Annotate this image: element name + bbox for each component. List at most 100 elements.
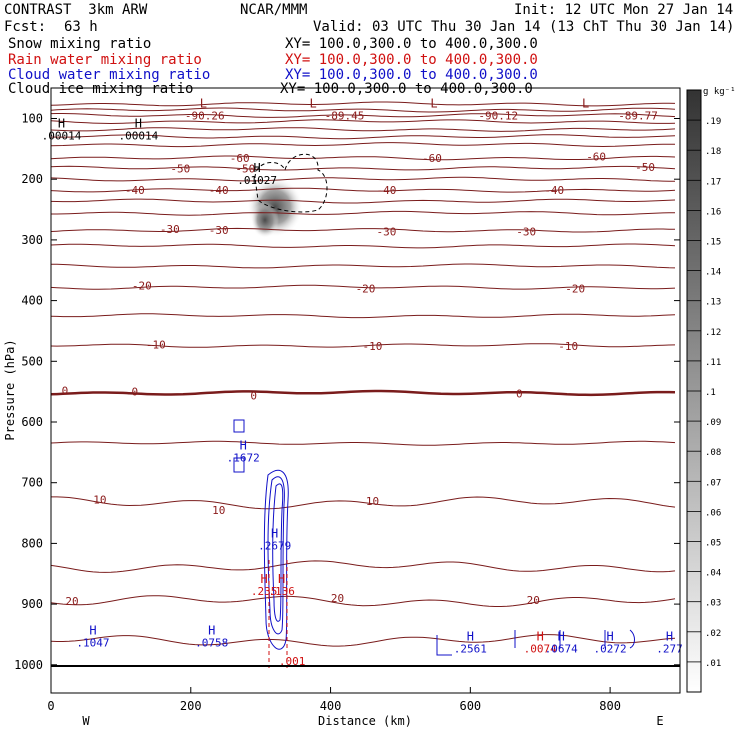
isotherm-label: 20 <box>527 594 540 607</box>
high-marker: H <box>261 572 268 586</box>
isotherm-label: -30 <box>160 223 180 236</box>
x-axis-label: Distance (km) <box>318 714 412 728</box>
field-cloudice-name: Cloud ice mixing ratio <box>8 81 194 97</box>
extremum-value: .0272 <box>594 643 627 656</box>
extremum-value: .2679 <box>258 539 291 552</box>
extremum-value: .235 <box>251 585 278 598</box>
high-marker: H <box>254 161 261 175</box>
high-marker: H <box>208 623 215 637</box>
west-label: W <box>82 714 90 728</box>
isotherm-line <box>51 389 676 397</box>
cloud-ice-contour <box>254 153 328 213</box>
isotherm-label: -90.26 <box>185 109 225 122</box>
colorbar-label: .06 <box>705 508 721 518</box>
colorbar-label: .12 <box>705 328 721 338</box>
isotherm-line <box>51 142 675 148</box>
isotherm-line <box>51 165 676 171</box>
y-tick-label: 900 <box>21 597 43 611</box>
y-tick-label: 800 <box>21 536 43 550</box>
field-snow-xy: XY= 100.0,300.0 to 400.0,300.0 <box>285 36 538 52</box>
colorbar-label: .09 <box>705 418 721 428</box>
high-marker: H <box>558 630 565 644</box>
isotherm-line <box>51 187 676 193</box>
extremum-value: .01027 <box>237 174 277 187</box>
hydrometeor-contours <box>233 153 635 668</box>
isotherm-line <box>51 496 676 510</box>
colorbar-label: .05 <box>705 539 721 549</box>
high-marker: H <box>606 630 613 644</box>
isotherm-label: 20 <box>331 592 344 605</box>
extremum-value: .0758 <box>195 636 228 649</box>
isotherm-line <box>51 101 676 107</box>
model-title: CONTRAST 3km ARW <box>4 2 148 18</box>
low-marker: L <box>200 97 207 111</box>
colorbar-label: .17 <box>705 177 721 187</box>
colorbar-label: .18 <box>705 147 721 157</box>
isotherm-label: -40 <box>544 184 564 197</box>
colorbar-label: .11 <box>705 358 721 368</box>
high-marker: H <box>58 117 65 131</box>
isotherm-label: -89.45 <box>325 109 365 122</box>
extrema-markers: L L L LH.00014H.00014H.01027H.1672H.2679H.2… <box>42 97 683 668</box>
isotherm-label: -50 <box>170 162 190 175</box>
extremum-value: .001 <box>279 655 306 668</box>
isotherm-label: -40 <box>377 184 397 197</box>
temperature-isotherms <box>51 101 676 647</box>
high-marker: H <box>537 630 544 644</box>
colorbar-label: .07 <box>705 478 721 488</box>
isotherm-label: -50 <box>235 162 255 175</box>
colorbar-label: .1 <box>705 388 716 398</box>
colorbar-label: .16 <box>705 207 721 217</box>
isotherm-line <box>51 198 676 204</box>
low-marker: L <box>309 97 316 111</box>
isotherm-label: -10 <box>558 340 578 353</box>
isotherm-label: -20 <box>565 282 585 295</box>
isotherm-label: -30 <box>377 225 397 238</box>
isotherm-line <box>51 440 676 446</box>
isotherm-line <box>51 119 676 125</box>
isotherm-line <box>51 127 676 132</box>
isotherm-label: 10 <box>212 504 225 517</box>
isotherm-line <box>51 210 675 216</box>
center-name: NCAR/MMM <box>240 2 308 18</box>
isotherm-label: -30 <box>516 225 536 238</box>
y-axis-label: Pressure (hPa) <box>3 339 17 440</box>
colorbar-label: .02 <box>705 629 721 639</box>
field-cloudice-xy: XY= 100.0,300.0 to 400.0,300.0 <box>280 81 533 97</box>
high-marker: H <box>89 623 96 637</box>
isotherm-line <box>51 113 676 118</box>
y-tick-label: 500 <box>21 354 43 368</box>
y-tick-label: 100 <box>21 112 43 126</box>
fcst-value: 63 h <box>64 19 98 35</box>
isotherm-label: 10 <box>93 494 106 507</box>
isotherm-label: -40 <box>125 184 145 197</box>
isotherm-labels: -90.26 -89.45 -90.12 -89.77-60 -60 -60-50 -50-… <box>62 109 658 608</box>
isotherm-label: -30 <box>209 224 229 237</box>
colorbar-unit: g kg⁻¹ <box>703 87 736 97</box>
isotherm-line <box>51 263 676 269</box>
x-tick-label: 400 <box>320 699 342 713</box>
extremum-value: .0074 <box>524 643 557 656</box>
y-tick-label: 600 <box>21 415 43 429</box>
extremum-value: .1672 <box>227 451 260 464</box>
extremum-value: .00014 <box>42 130 82 143</box>
cloud-water-contour <box>436 629 635 656</box>
isotherm-line <box>51 634 676 647</box>
isotherm-line <box>51 313 676 319</box>
init-time: Init: 12 UTC Mon 27 Jan 14 <box>514 2 734 18</box>
x-tick-label: 800 <box>599 699 621 713</box>
isotherm-line <box>51 343 676 348</box>
colorbar-label: .03 <box>705 599 721 609</box>
isotherm-label: -60 <box>422 152 442 165</box>
isotherm-label: 0 <box>250 389 257 402</box>
isotherm-label: -50 <box>635 161 655 174</box>
isotherm-line <box>51 134 676 140</box>
y-tick-label: 200 <box>21 172 43 186</box>
fcst-label: Fcst: <box>4 19 47 35</box>
y-tick-label: 1000 <box>14 658 43 672</box>
east-label: E <box>656 714 663 728</box>
isotherm-line <box>51 227 676 233</box>
isotherm-label: -40 <box>209 184 229 197</box>
